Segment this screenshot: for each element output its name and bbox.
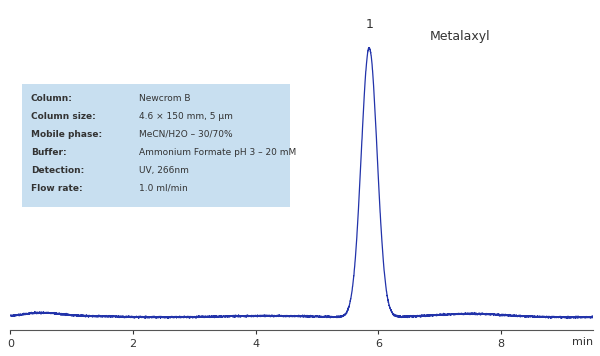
Text: 1: 1 xyxy=(365,18,373,31)
Text: Buffer:: Buffer: xyxy=(31,148,67,157)
Text: Mobile phase:: Mobile phase: xyxy=(31,130,102,138)
Text: 4.6 × 150 mm, 5 µm: 4.6 × 150 mm, 5 µm xyxy=(139,111,232,121)
Text: UV, 266nm: UV, 266nm xyxy=(139,166,188,175)
Text: Column:: Column: xyxy=(31,94,73,103)
Text: MeCN/H2O – 30/70%: MeCN/H2O – 30/70% xyxy=(139,130,232,138)
Text: 1.0 ml/min: 1.0 ml/min xyxy=(139,184,187,193)
Text: Ammonium Formate pH 3 – 20 mM: Ammonium Formate pH 3 – 20 mM xyxy=(139,148,296,157)
Text: Flow rate:: Flow rate: xyxy=(31,184,82,193)
FancyBboxPatch shape xyxy=(22,84,290,207)
Text: min: min xyxy=(572,337,593,347)
Text: Metalaxyl: Metalaxyl xyxy=(430,30,491,43)
Text: Column size:: Column size: xyxy=(31,111,95,121)
Text: Detection:: Detection: xyxy=(31,166,84,175)
Text: Newcrom B: Newcrom B xyxy=(139,94,190,103)
